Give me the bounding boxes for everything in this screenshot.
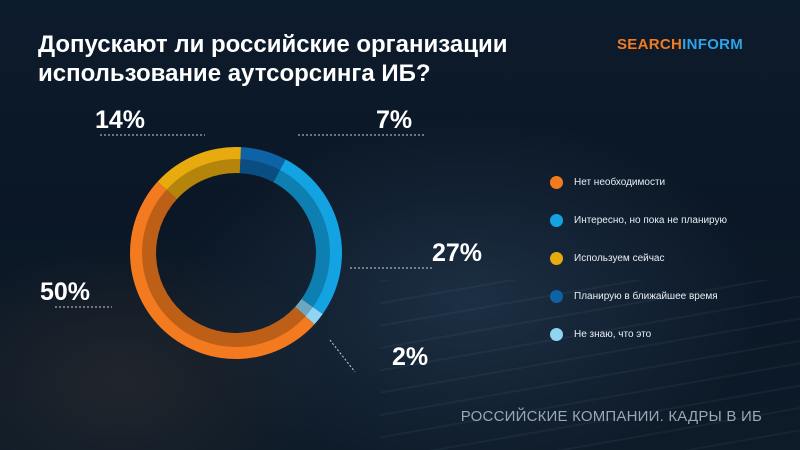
donut-slice-5: [295, 299, 323, 325]
legend-swatch-2: [550, 213, 563, 227]
slide-title: Допускают ли российские организации испо…: [38, 30, 558, 88]
legend-swatch-1: [550, 175, 563, 189]
title-line-2: использование аутсорсинга ИБ?: [38, 60, 431, 87]
footer-caption: РОССИЙСКИЕ КОМПАНИИ. КАДРЫ В ИБ: [460, 408, 762, 425]
searchinform-logo: SEARCHINFORM: [617, 36, 743, 53]
percent-label-1: 50%: [40, 278, 90, 306]
legend-swatch-4: [550, 289, 563, 303]
percent-label-4: 7%: [376, 106, 412, 134]
background-texture: [380, 280, 800, 450]
logo-part-1: SEARCH: [617, 36, 683, 53]
legend-swatch-3: [550, 251, 563, 265]
legend-item-1: Нет необходимости: [550, 175, 727, 189]
chart-legend: Нет необходимости Интересно, но пока не п…: [550, 175, 727, 365]
legend-label-5: Не знаю, что это: [574, 328, 652, 340]
legend-label-1: Нет необходимости: [574, 176, 666, 188]
logo-part-2: INFORM: [682, 36, 744, 53]
legend-item-2: Интересно, но пока не планирую: [550, 213, 727, 227]
percent-labels: 50% 27% 14% 7% 2%: [40, 106, 482, 371]
percent-label-5: 2%: [392, 343, 428, 371]
donut-slices: [130, 147, 343, 360]
legend-label-4: Планирую в ближайшее время: [574, 290, 718, 302]
leader-line-5: [329, 339, 356, 373]
donut-slice-4: [239, 147, 286, 183]
donut-slice-1: [130, 181, 315, 360]
legend-item-3: Используем сейчас: [550, 251, 727, 265]
percent-label-3: 14%: [95, 106, 145, 134]
title-line-1: Допускают ли российские организации: [38, 31, 508, 58]
donut-inner-shade: [142, 159, 330, 347]
percent-label-2: 27%: [432, 239, 482, 267]
legend-item-5: Не знаю, что это: [550, 327, 727, 341]
legend-label-2: Интересно, но пока не планирую: [574, 214, 728, 226]
donut-slice-3: [157, 147, 241, 200]
legend-item-4: Планирую в ближайшее время: [550, 289, 727, 303]
legend-label-3: Используем сейчас: [574, 252, 665, 264]
leader-lines: [55, 134, 432, 373]
legend-swatch-5: [550, 327, 563, 341]
donut-slice-2: [273, 159, 343, 314]
